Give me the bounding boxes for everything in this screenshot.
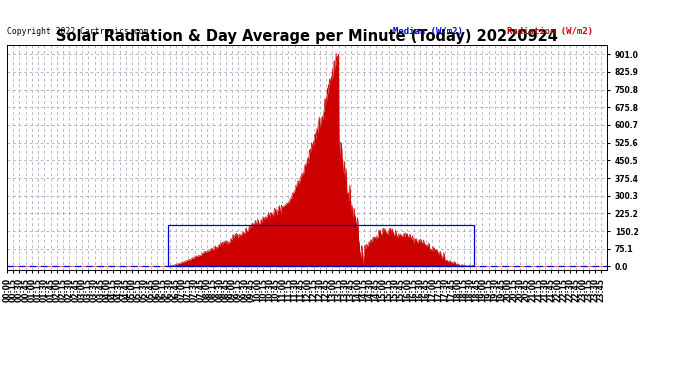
Text: Radiation (W/m2): Radiation (W/m2): [507, 27, 593, 36]
Text: Copyright 2022 Cartronics.com: Copyright 2022 Cartronics.com: [7, 27, 148, 36]
Bar: [168, 225, 474, 267]
Title: Solar Radiation & Day Average per Minute (Today) 20220924: Solar Radiation & Day Average per Minute…: [56, 29, 558, 44]
Text: Median (W/m2): Median (W/m2): [393, 27, 463, 36]
